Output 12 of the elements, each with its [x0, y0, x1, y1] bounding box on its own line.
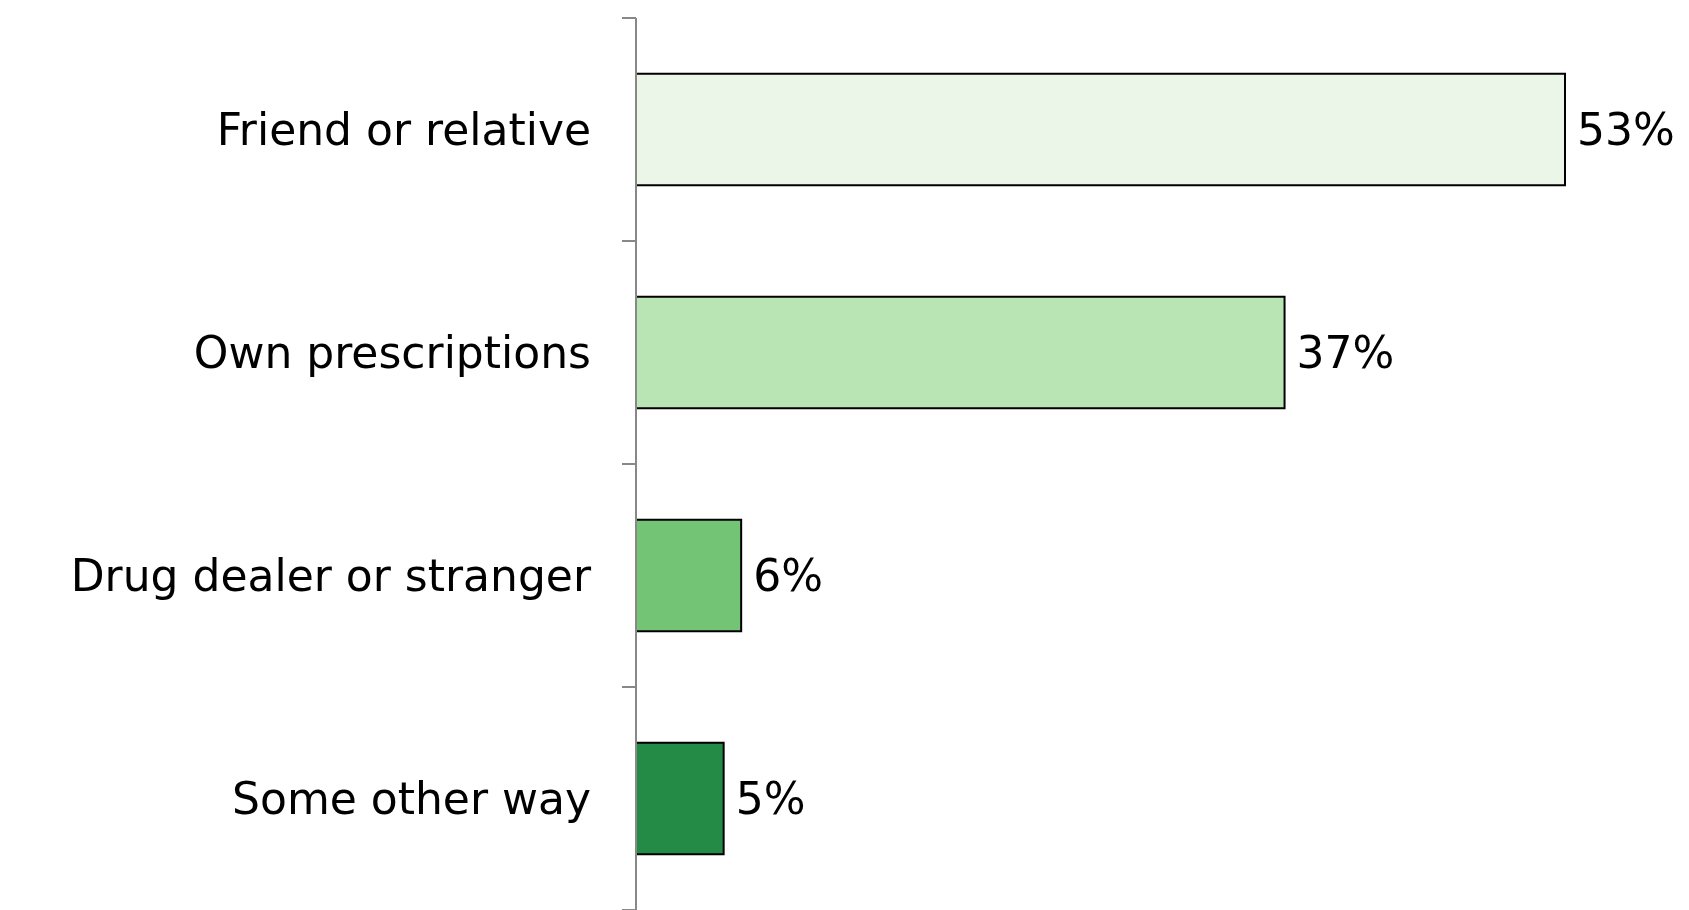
- data-label: 5%: [735, 773, 806, 824]
- bar: [635, 518, 743, 633]
- y-tick-label: Some other way: [232, 773, 591, 824]
- bar: [635, 295, 1286, 410]
- data-label: 37%: [1296, 327, 1395, 378]
- data-label: 53%: [1577, 104, 1675, 155]
- y-tick-label: Drug dealer or stranger: [70, 550, 592, 601]
- bar: [635, 72, 1566, 187]
- bar: [635, 741, 725, 856]
- y-tick-label: Own prescriptions: [193, 327, 591, 378]
- y-tick-label: Friend or relative: [216, 104, 591, 155]
- data-label: 6%: [753, 550, 823, 601]
